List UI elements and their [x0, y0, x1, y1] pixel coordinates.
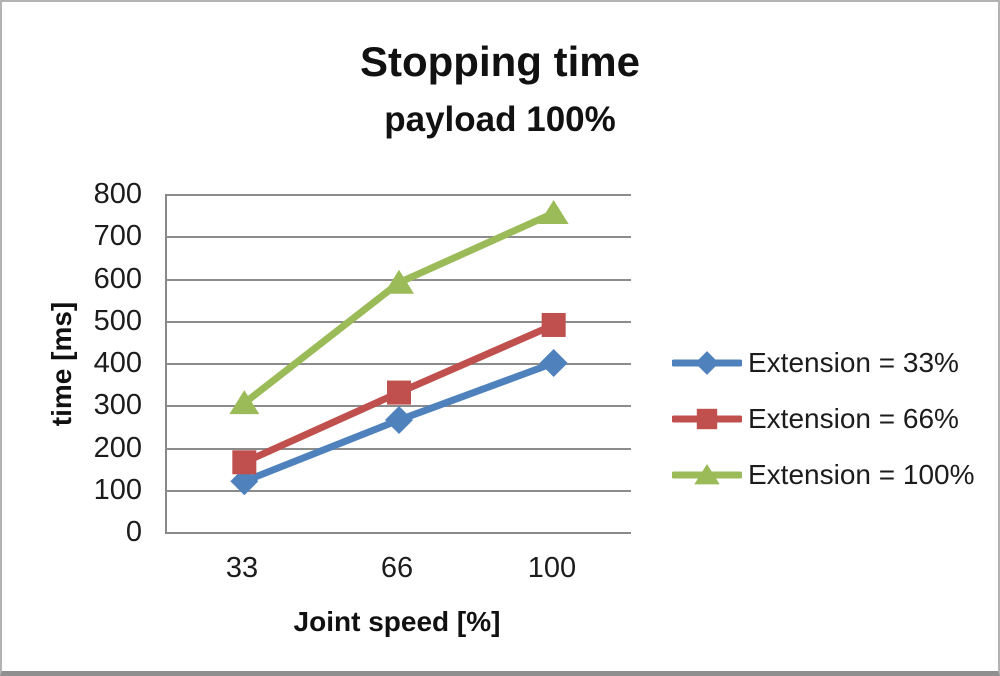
- diamond-marker-icon: [695, 351, 719, 375]
- legend-marker: [672, 351, 742, 375]
- gridline-y300: [167, 405, 631, 407]
- triangle-marker-icon: [538, 200, 569, 225]
- gridline-y400: [167, 363, 631, 365]
- gridline-y500: [167, 321, 631, 323]
- x-tick-label: 33: [225, 552, 259, 584]
- y-tick-label: 600: [93, 263, 142, 295]
- gridline-y700: [167, 236, 631, 238]
- square-marker-icon: [696, 408, 718, 430]
- y-tick-label: 200: [93, 432, 142, 464]
- gridline-y800: [167, 194, 631, 196]
- triangle-marker-icon: [229, 390, 260, 415]
- legend-item: Extension = 33%: [672, 340, 959, 386]
- gridline-y100: [167, 490, 631, 492]
- y-tick-label: 500: [93, 305, 142, 337]
- y-tick-label: 100: [93, 474, 142, 506]
- legend-marker: [672, 463, 742, 485]
- gridline-y200: [167, 448, 631, 450]
- legend-item: Extension = 100%: [672, 452, 975, 498]
- legend-label: Extension = 66%: [748, 403, 959, 434]
- series-plot: [229, 200, 569, 496]
- diamond-marker-icon: [385, 406, 413, 435]
- plot-area: [165, 194, 631, 534]
- series-line-100pct: [240, 209, 558, 407]
- legend-item: Extension = 66%: [672, 396, 959, 442]
- triangle-marker-icon: [694, 463, 720, 485]
- x-tick-label: 100: [527, 552, 577, 584]
- legend-marker: [672, 408, 742, 430]
- y-tick-label: 700: [93, 220, 142, 252]
- chart-subtitle: payload 100%: [384, 100, 616, 139]
- y-tick-label: 800: [93, 178, 142, 210]
- x-axis-title: Joint speed [%]: [293, 606, 501, 637]
- y-tick-label: 300: [93, 389, 142, 421]
- legend-label: Extension = 33%: [748, 347, 959, 378]
- legend-label: Extension = 100%: [748, 459, 975, 490]
- diamond-marker-icon: [539, 349, 568, 377]
- chart-title: Stopping time: [360, 38, 640, 85]
- y-tick-label: 0: [125, 516, 142, 548]
- y-tick-label: 400: [93, 347, 142, 379]
- x-tick-label: 66: [380, 552, 414, 584]
- triangle-marker-icon: [384, 269, 414, 294]
- square-marker-icon: [387, 380, 411, 405]
- diamond-marker-icon: [230, 467, 259, 496]
- square-marker-icon: [541, 312, 566, 337]
- square-marker-icon: [232, 450, 257, 475]
